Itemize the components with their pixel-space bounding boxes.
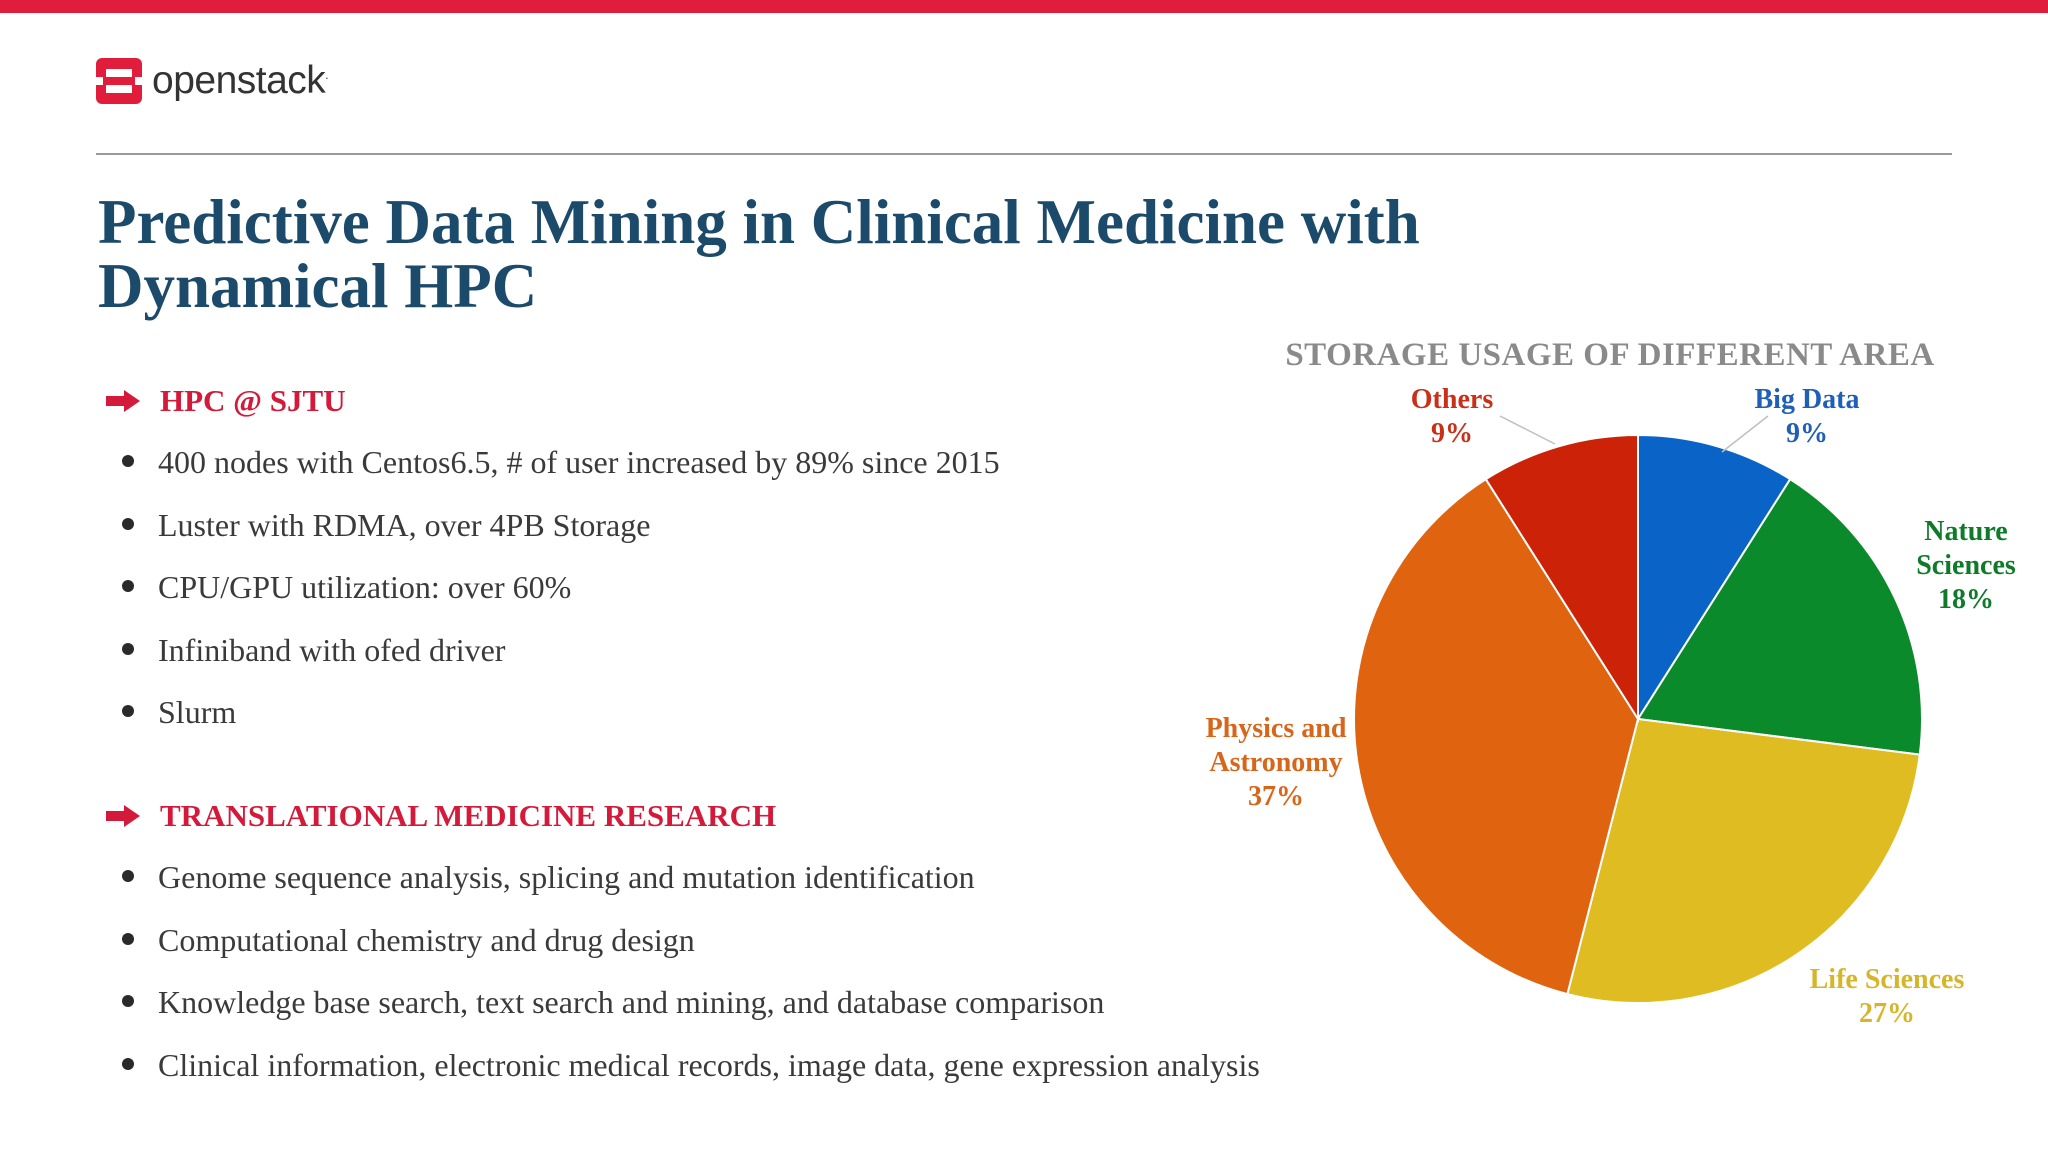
list-item: 400 nodes with Centos6.5, # of user incr… xyxy=(106,431,1000,494)
slice-label: Astronomy xyxy=(1209,747,1342,778)
list-item: Luster with RDMA, over 4PB Storage xyxy=(106,494,1000,557)
slice-label: Sciences xyxy=(1916,550,2016,581)
list-item: Computational chemistry and drug design xyxy=(106,909,1260,972)
leader-line xyxy=(1499,415,1556,445)
section-hpc: HPC @ SJTU 400 nodes with Centos6.5, # o… xyxy=(106,383,1000,744)
bullet-dot-icon xyxy=(122,580,134,592)
slice-value-label: 9% xyxy=(1786,418,1828,449)
header-divider xyxy=(96,153,1952,155)
list-item: Genome sequence analysis, splicing and m… xyxy=(106,846,1260,909)
leader-line xyxy=(1721,415,1769,453)
bullet-dot-icon xyxy=(122,995,134,1007)
bullet-dot-icon xyxy=(122,932,134,945)
section-heading: TRANSLATIONAL MEDICINE RESEARCH xyxy=(106,798,1260,834)
bullet-dot-icon xyxy=(122,870,134,882)
section-heading: HPC @ SJTU xyxy=(106,383,1000,419)
bullet-dot-icon xyxy=(122,517,134,530)
list-item: CPU/GPU utilization: over 60% xyxy=(106,556,1000,619)
pie-slice-life-sciences xyxy=(1566,717,1921,1004)
slice-label: Big Data xyxy=(1755,384,1860,415)
slice-value-label: 9% xyxy=(1431,418,1473,449)
list-item: Knowledge base search, text search and m… xyxy=(106,971,1260,1034)
slice-value-label: 18% xyxy=(1938,584,1994,615)
arrow-right-icon xyxy=(106,805,140,827)
bullet-dot-icon xyxy=(122,705,134,717)
bullet-dot-icon xyxy=(122,642,134,655)
section-heading-text: TRANSLATIONAL MEDICINE RESEARCH xyxy=(160,798,777,833)
list-item: Infiniband with ofed driver xyxy=(106,619,1000,682)
bullet-dot-icon xyxy=(122,455,134,467)
section-translational: TRANSLATIONAL MEDICINE RESEARCH Genome s… xyxy=(106,798,1260,1096)
openstack-logo: openstack. xyxy=(96,58,329,104)
chart-title: STORAGE USAGE OF DIFFERENT AREA xyxy=(1285,337,1935,373)
logo-wordmark: openstack. xyxy=(152,59,329,102)
slice-label: Nature xyxy=(1924,516,2007,547)
top-accent-bar xyxy=(0,0,2048,13)
pie-slice-big-data xyxy=(1637,433,1792,723)
bullet-list: 400 nodes with Centos6.5, # of user incr… xyxy=(106,431,1000,744)
openstack-logo-icon xyxy=(96,58,142,104)
slice-label: Life Sciences xyxy=(1810,964,1965,995)
page-title: Predictive Data Mining in Clinical Medic… xyxy=(98,187,1420,321)
list-item: Slurm xyxy=(106,681,1000,744)
slice-label: Physics and xyxy=(1206,713,1347,744)
pie-slice-nature-sciences xyxy=(1636,477,1923,756)
pie-slice-others xyxy=(1484,433,1639,723)
bullet-dot-icon xyxy=(122,1057,134,1070)
slice-value-label: 37% xyxy=(1248,781,1304,812)
slice-value-label: 27% xyxy=(1859,998,1915,1029)
section-heading-text: HPC @ SJTU xyxy=(160,383,346,418)
arrow-right-icon xyxy=(106,390,140,412)
bullet-list: Genome sequence analysis, splicing and m… xyxy=(106,846,1260,1096)
list-item: Clinical information, electronic medical… xyxy=(106,1034,1260,1097)
slice-label: Others xyxy=(1411,384,1494,415)
